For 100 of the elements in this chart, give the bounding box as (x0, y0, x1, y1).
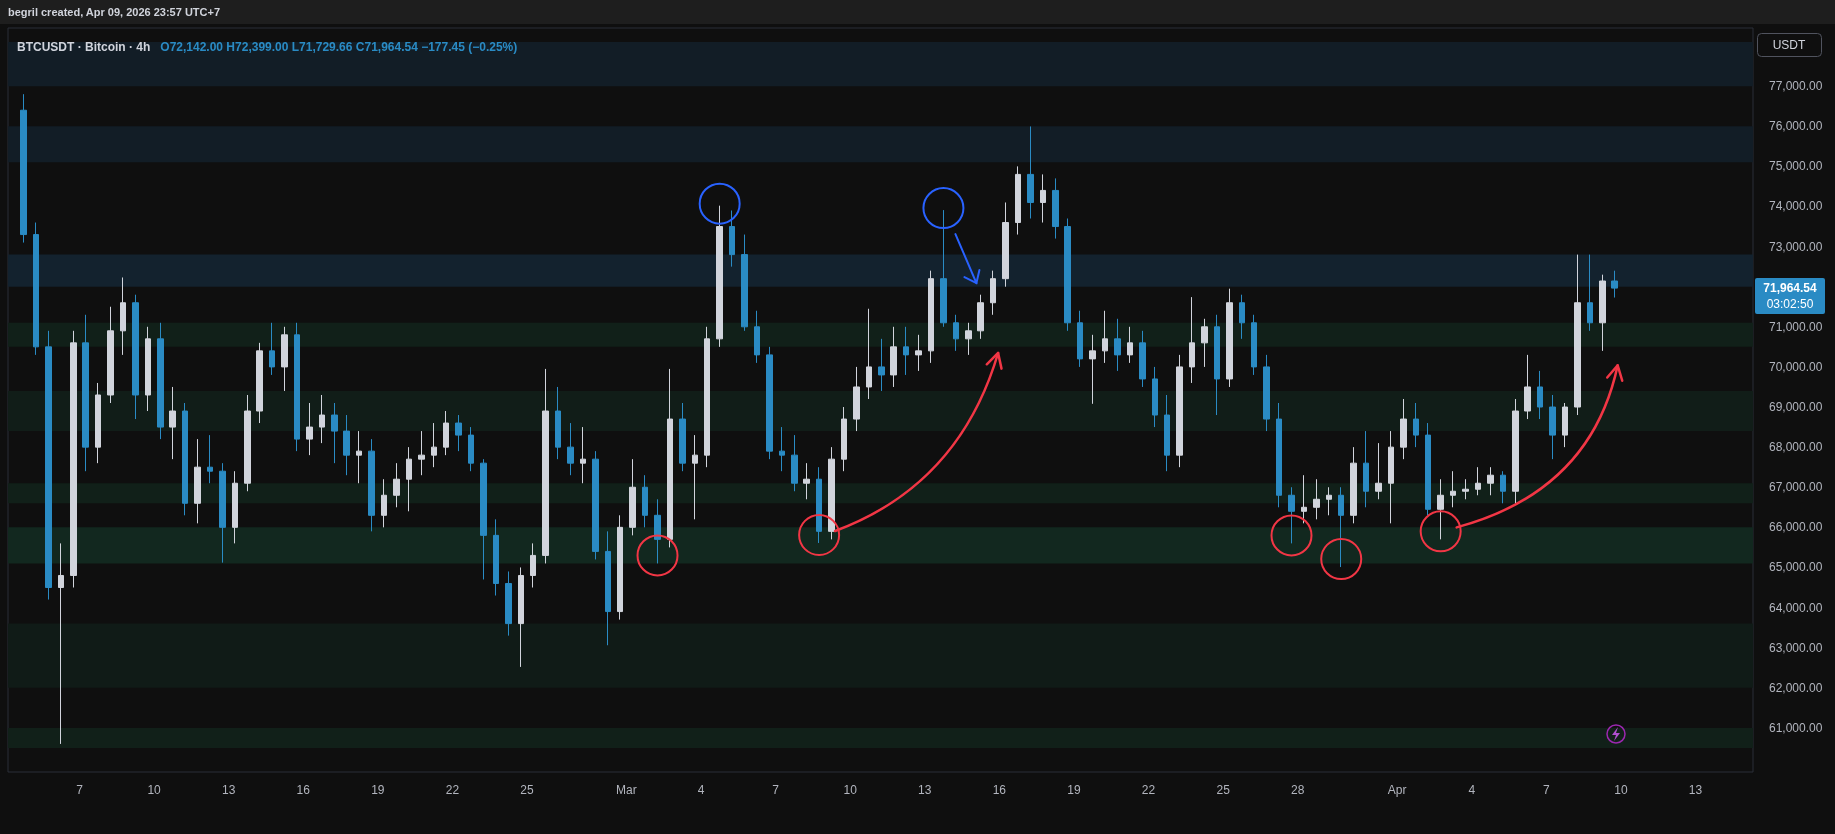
candlestick (319, 394, 325, 444)
candlestick (256, 342, 263, 424)
candlestick (431, 422, 437, 468)
candlestick (1388, 430, 1394, 524)
y-tick-label: 62,000.00 (1769, 680, 1823, 695)
x-tick-label: 19 (371, 783, 385, 797)
candlestick (679, 402, 686, 472)
text: USDT (1772, 37, 1806, 52)
y-tick-label: 71,000.00 (1769, 319, 1823, 334)
y-tick-label: 68,000.00 (1769, 440, 1823, 455)
candlestick (1127, 326, 1133, 364)
text: BTCUSDT · Bitcoin · 4h (17, 40, 151, 54)
x-tick-label: 13 (1688, 783, 1703, 797)
candlestick (990, 270, 996, 316)
candlestick (1400, 398, 1407, 460)
candlestick (1587, 254, 1593, 332)
candlestick (393, 462, 400, 508)
candlestick (157, 322, 164, 440)
candlestick (107, 306, 114, 404)
candlestick (368, 438, 375, 532)
candlestick (1301, 474, 1307, 524)
candlestick (1276, 402, 1282, 508)
candlestick (692, 434, 698, 520)
text: 71,964.54 (1763, 281, 1818, 296)
y-tick-label: 75,000.00 (1769, 159, 1823, 174)
candlestick (120, 276, 126, 356)
candlestick (1189, 296, 1195, 384)
candlestick (493, 518, 499, 597)
y-tick-label: 67,000.00 (1769, 480, 1823, 495)
candlestick (505, 570, 512, 637)
candlestick (1413, 402, 1419, 448)
candlestick (381, 478, 387, 528)
candlestick (182, 402, 188, 516)
candlestick (716, 205, 723, 348)
candlestick (654, 498, 661, 564)
candlestick (269, 322, 275, 376)
y-tick-label: 63,000.00 (1769, 640, 1823, 655)
candlestick (194, 438, 201, 524)
x-tick-label: 28 (1291, 783, 1305, 797)
candlestick (729, 209, 735, 268)
candlestick (418, 430, 425, 476)
candlestick (1437, 478, 1444, 540)
candlestick (1462, 478, 1469, 500)
x-tick-label: 7 (1542, 783, 1550, 797)
candlestick (1288, 486, 1295, 544)
candlestick (1251, 314, 1257, 376)
candlestick (828, 446, 835, 540)
candlestick (45, 330, 52, 601)
candlestick (555, 386, 561, 460)
candlestick (629, 458, 636, 536)
candlestick (530, 542, 536, 588)
candlestick (1487, 466, 1494, 496)
candlestick (704, 326, 710, 468)
candlestick (406, 446, 412, 512)
y-tick-label: 61,000.00 (1769, 720, 1823, 735)
x-tick-label: 13 (221, 783, 236, 797)
candlestick (356, 430, 362, 484)
candlestick (803, 462, 810, 500)
x-tick-label: 16 (992, 783, 1007, 797)
candlestick (1201, 318, 1208, 368)
candlestick (667, 368, 673, 548)
y-tick-label: 73,000.00 (1769, 239, 1823, 254)
candlestick (95, 382, 101, 464)
candlestick (1164, 394, 1170, 472)
x-tick-label: 7 (76, 783, 84, 797)
candlestick (1549, 394, 1556, 460)
candlestick (20, 93, 27, 244)
candlestick (232, 470, 238, 544)
candlestick (878, 338, 885, 392)
y-tick-label: 74,000.00 (1769, 199, 1823, 214)
x-tick-label: 25 (1216, 783, 1231, 797)
candlestick (1326, 486, 1332, 516)
x-tick-label: 25 (520, 783, 534, 797)
candlestick (1089, 334, 1096, 405)
candlestick (903, 326, 909, 376)
candlestick (468, 426, 474, 472)
candlestick (1562, 402, 1568, 448)
x-tick-label: 16 (296, 783, 311, 797)
candlestick (928, 270, 934, 364)
candlestick (1002, 201, 1009, 288)
candlestick (1214, 314, 1220, 416)
candlestick (977, 294, 984, 340)
candlestick (791, 434, 798, 492)
candlestick (1139, 330, 1146, 388)
candlestick (1027, 125, 1034, 220)
x-tick-label: 22 (445, 783, 460, 797)
candlestick (331, 402, 338, 464)
candlestick (866, 308, 872, 400)
candlestick (1064, 218, 1071, 332)
x-tick-label: 10 (1614, 783, 1628, 797)
candlestick (480, 458, 487, 580)
candlestick (1313, 478, 1320, 520)
candlestick (169, 386, 176, 460)
candlestick (1152, 366, 1158, 428)
candlestick (1500, 470, 1506, 504)
x-tick-label: 4 (697, 783, 705, 797)
x-tick-label: 10 (843, 783, 858, 797)
candlestick (580, 426, 586, 484)
candlestick (1114, 318, 1121, 372)
candlestick (1425, 422, 1431, 516)
